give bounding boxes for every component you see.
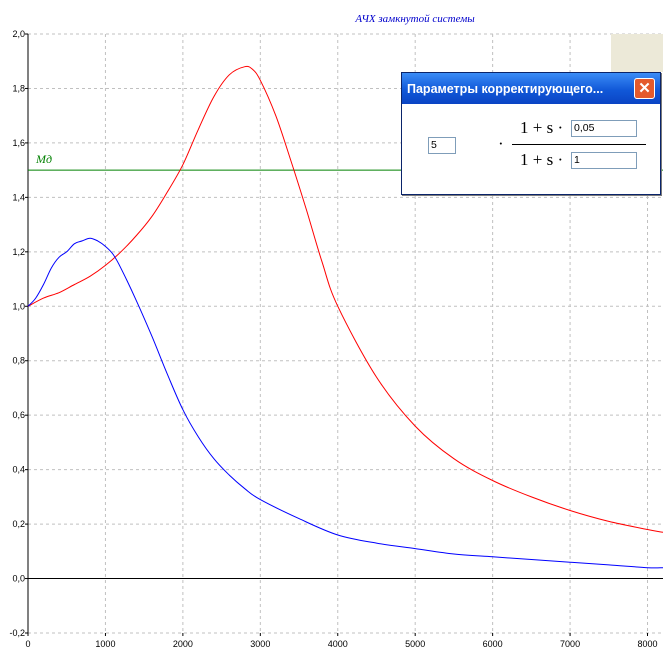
background-panel [611, 34, 663, 72]
corrector-params-dialog: Параметры корректирующего... ✕ 5 · 1 + s… [401, 72, 661, 195]
numerator-expression: 1 + s · [520, 118, 564, 137]
denominator-expression: 1 + s · [520, 150, 564, 169]
series-line-1 [27, 65, 663, 533]
x-tick-label: 8000 [637, 639, 657, 649]
fraction-bar [512, 144, 646, 145]
y-tick-label: 1,4 [12, 192, 25, 202]
x-tick-label: 1000 [95, 639, 115, 649]
y-tick-label: 1,6 [12, 138, 25, 148]
y-tick-label: 0,2 [12, 519, 25, 529]
x-tick-label: 6000 [483, 639, 503, 649]
dialog-titlebar[interactable]: Параметры корректирующего... ✕ [402, 73, 660, 104]
y-tick-label: -0,2 [9, 628, 25, 638]
numerator-coef-input[interactable]: 0,05 [571, 120, 637, 137]
chart-title: АЧХ замкнутой системы [354, 13, 475, 25]
x-tick-label: 5000 [405, 639, 425, 649]
series-line-2 [27, 237, 663, 569]
tick-labels: 0 1000 2000 3000 4000 5000 6000 7000 8000 -0,2 0,0… [9, 29, 657, 649]
gain-input[interactable]: 5 [428, 137, 456, 154]
y-tick-label: 1,2 [12, 247, 25, 257]
x-tick-label: 4000 [328, 639, 348, 649]
dialog-title: Параметры корректирующего... [407, 81, 604, 96]
y-tick-label: 0,8 [12, 356, 25, 366]
denominator-coef-input[interactable]: 1 [571, 152, 637, 169]
md-annotation: Mд [35, 152, 52, 166]
close-icon[interactable]: ✕ [634, 78, 655, 99]
axes [27, 34, 663, 633]
y-tick-label: 0,6 [12, 410, 25, 420]
x-tick-label: 3000 [250, 639, 270, 649]
y-tick-label: 1,8 [12, 83, 25, 93]
y-tick-label: 1,0 [12, 301, 25, 311]
x-tick-label: 7000 [560, 639, 580, 649]
y-tick-label: 0,4 [12, 465, 25, 475]
multiply-dot: · [498, 134, 504, 153]
x-tick-label: 2000 [173, 639, 193, 649]
y-tick-label: 2,0 [12, 29, 25, 39]
y-tick-label: 0,0 [12, 574, 25, 584]
x-tick-label: 0 [25, 639, 30, 649]
